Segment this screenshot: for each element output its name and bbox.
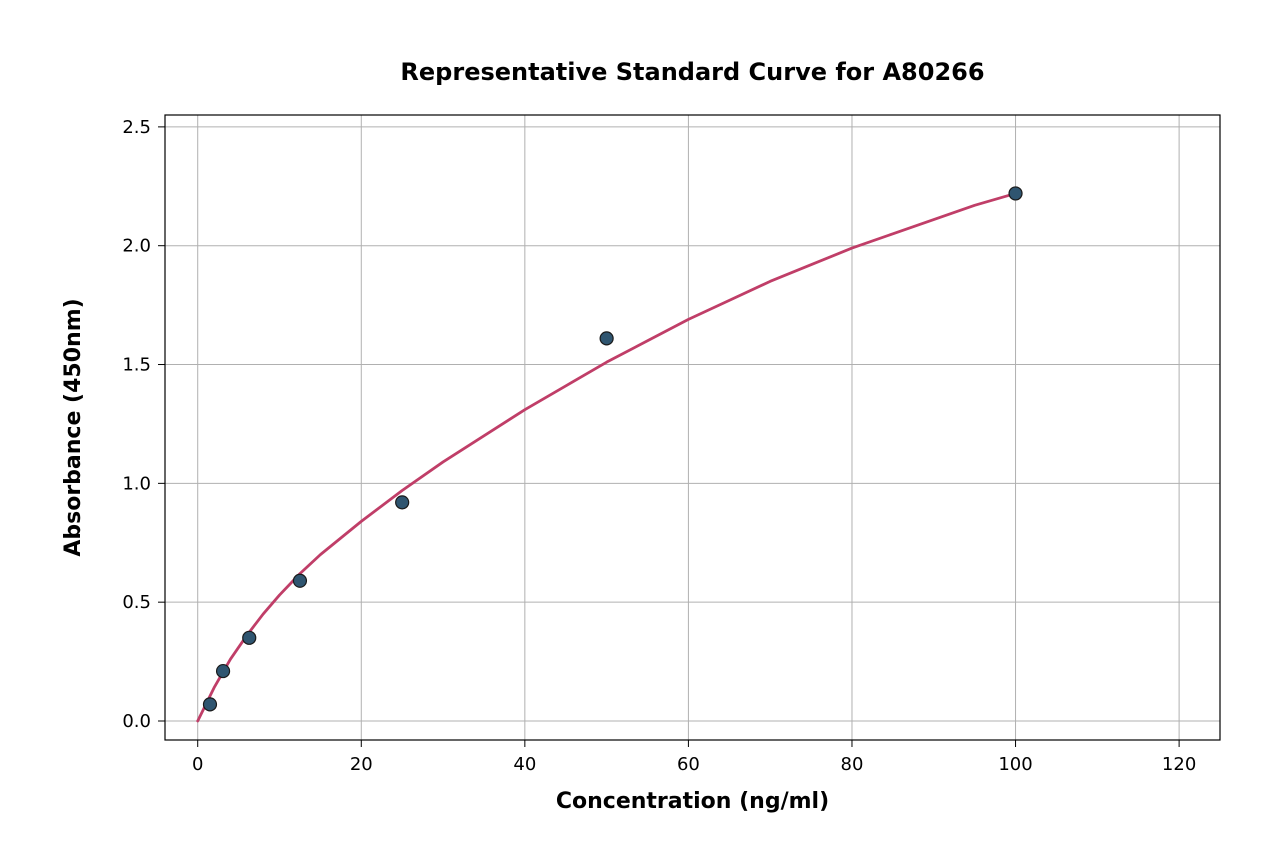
data-point [396, 496, 409, 509]
plot-border [165, 115, 1220, 740]
y-tick-label: 1.5 [122, 355, 151, 376]
y-tick-label: 0.5 [122, 592, 151, 613]
data-point [243, 631, 256, 644]
chart-title: Representative Standard Curve for A80266 [400, 58, 984, 86]
chart-container: Representative Standard Curve for A80266… [0, 0, 1280, 845]
x-ticks: 0 20 40 60 80 100 120 [192, 740, 1196, 775]
x-tick-label: 80 [841, 754, 864, 775]
x-tick-label: 60 [677, 754, 700, 775]
data-point [600, 332, 613, 345]
data-point [203, 698, 216, 711]
x-tick-label: 0 [192, 754, 203, 775]
scatter-points [203, 187, 1022, 711]
x-tick-label: 40 [513, 754, 536, 775]
data-point [293, 574, 306, 587]
y-tick-label: 2.5 [122, 117, 151, 138]
y-axis-title: Absorbance (450nm) [61, 298, 86, 556]
y-tick-label: 0.0 [122, 711, 151, 732]
y-tick-label: 1.0 [122, 473, 151, 494]
standard-curve-chart: Representative Standard Curve for A80266… [0, 0, 1280, 845]
grid [165, 115, 1220, 740]
fit-curve [198, 193, 1016, 721]
data-point [1009, 187, 1022, 200]
x-axis-title: Concentration (ng/ml) [556, 789, 829, 814]
y-tick-label: 2.0 [122, 236, 151, 257]
x-tick-label: 20 [350, 754, 373, 775]
y-ticks: 0.0 0.5 1.0 1.5 2.0 2.5 [122, 117, 165, 732]
data-point [217, 665, 230, 678]
x-tick-label: 120 [1162, 754, 1196, 775]
x-tick-label: 100 [998, 754, 1032, 775]
